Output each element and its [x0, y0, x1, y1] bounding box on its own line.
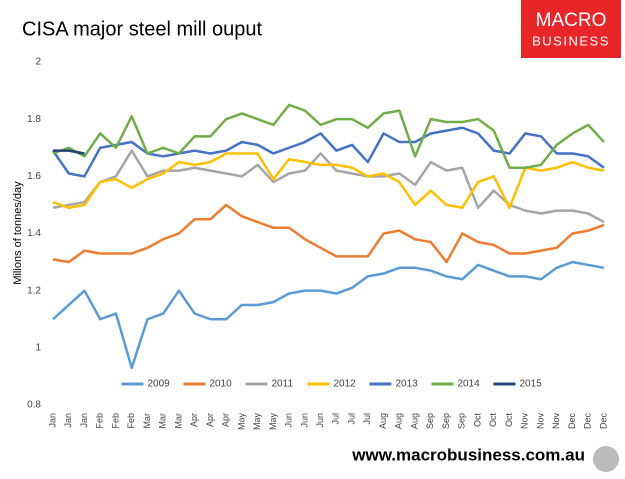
series-line [52, 149, 605, 224]
logo-top: MACRO [536, 10, 607, 31]
x-tick-label: Jun [299, 413, 309, 428]
x-tick-label: Mar [142, 413, 152, 429]
x-tick-label: Sep [457, 413, 467, 429]
x-tick-label: Jun [284, 413, 294, 428]
x-tick-label: Sep [425, 413, 435, 429]
y-tick-label: 1.6 [27, 171, 41, 182]
x-tick-label: Mar [173, 413, 183, 429]
x-tick-label: Mar [158, 413, 168, 429]
legend-label: 2014 [458, 379, 481, 390]
x-tick-label: Feb [110, 413, 120, 429]
x-tick-label: Jul [362, 413, 372, 425]
x-tick-label: Nov [551, 413, 561, 430]
x-tick-label: Apr [189, 413, 199, 427]
series-line [53, 149, 85, 155]
x-tick-label: Oct [504, 413, 514, 428]
legend-label: 2013 [396, 379, 419, 390]
y-tick-label: 1.2 [27, 285, 41, 296]
x-tick-label: Feb [126, 413, 136, 429]
x-tick-label: Aug [394, 413, 404, 429]
x-tick-label: Dec [567, 413, 577, 430]
x-tick-label: Dec [583, 413, 593, 430]
legend-label: 2011 [272, 379, 294, 390]
x-tick-label: Oct [488, 413, 498, 428]
y-tick-label: 1 [35, 342, 41, 353]
y-tick-label: 1.4 [27, 228, 41, 239]
chart-title: CISA major steel mill ouput [22, 18, 263, 40]
logo-bottom: BUSINESS [532, 33, 610, 48]
wolf-icon [593, 446, 619, 472]
legend-label: 2012 [334, 379, 357, 390]
y-tick-label: 1.8 [27, 114, 41, 125]
series-line [52, 260, 605, 370]
series-line [52, 103, 605, 170]
y-axis-label: Milions of tonnes/day [12, 181, 24, 285]
x-tick-label: Apr [221, 413, 231, 427]
x-tick-label: Nov [520, 413, 530, 430]
x-tick-label: Nov [535, 413, 545, 430]
footer: www.macrobusiness.com.au [351, 445, 585, 464]
x-tick-label: Jun [315, 413, 325, 428]
x-tick-label: Aug [378, 413, 388, 429]
y-tick-label: 0.8 [27, 400, 41, 411]
legend-label: 2010 [210, 379, 233, 390]
x-tick-label: Sep [441, 413, 451, 429]
x-tick-label: May [236, 413, 246, 431]
legend-label: 2009 [148, 379, 171, 390]
x-tick-label: Oct [472, 413, 482, 428]
x-tick-label: Aug [409, 413, 419, 429]
x-tick-label: Apr [205, 413, 215, 427]
series-line [51, 126, 605, 178]
series-line [52, 152, 605, 210]
x-tick-label: May [268, 413, 278, 431]
series-line [52, 203, 605, 264]
x-tick-label: Jan [47, 413, 57, 428]
x-tick-label: May [252, 413, 262, 431]
legend-label: 2015 [520, 379, 543, 390]
x-tick-label: Jul [346, 413, 356, 425]
y-tick-label: 2 [35, 57, 41, 68]
x-tick-label: Jul [331, 413, 341, 425]
x-tick-label: Jan [79, 413, 89, 428]
x-tick-label: Feb [95, 413, 105, 429]
logo [521, 0, 621, 58]
x-tick-label: Dec [598, 413, 608, 430]
x-tick-label: Jan [63, 413, 73, 428]
